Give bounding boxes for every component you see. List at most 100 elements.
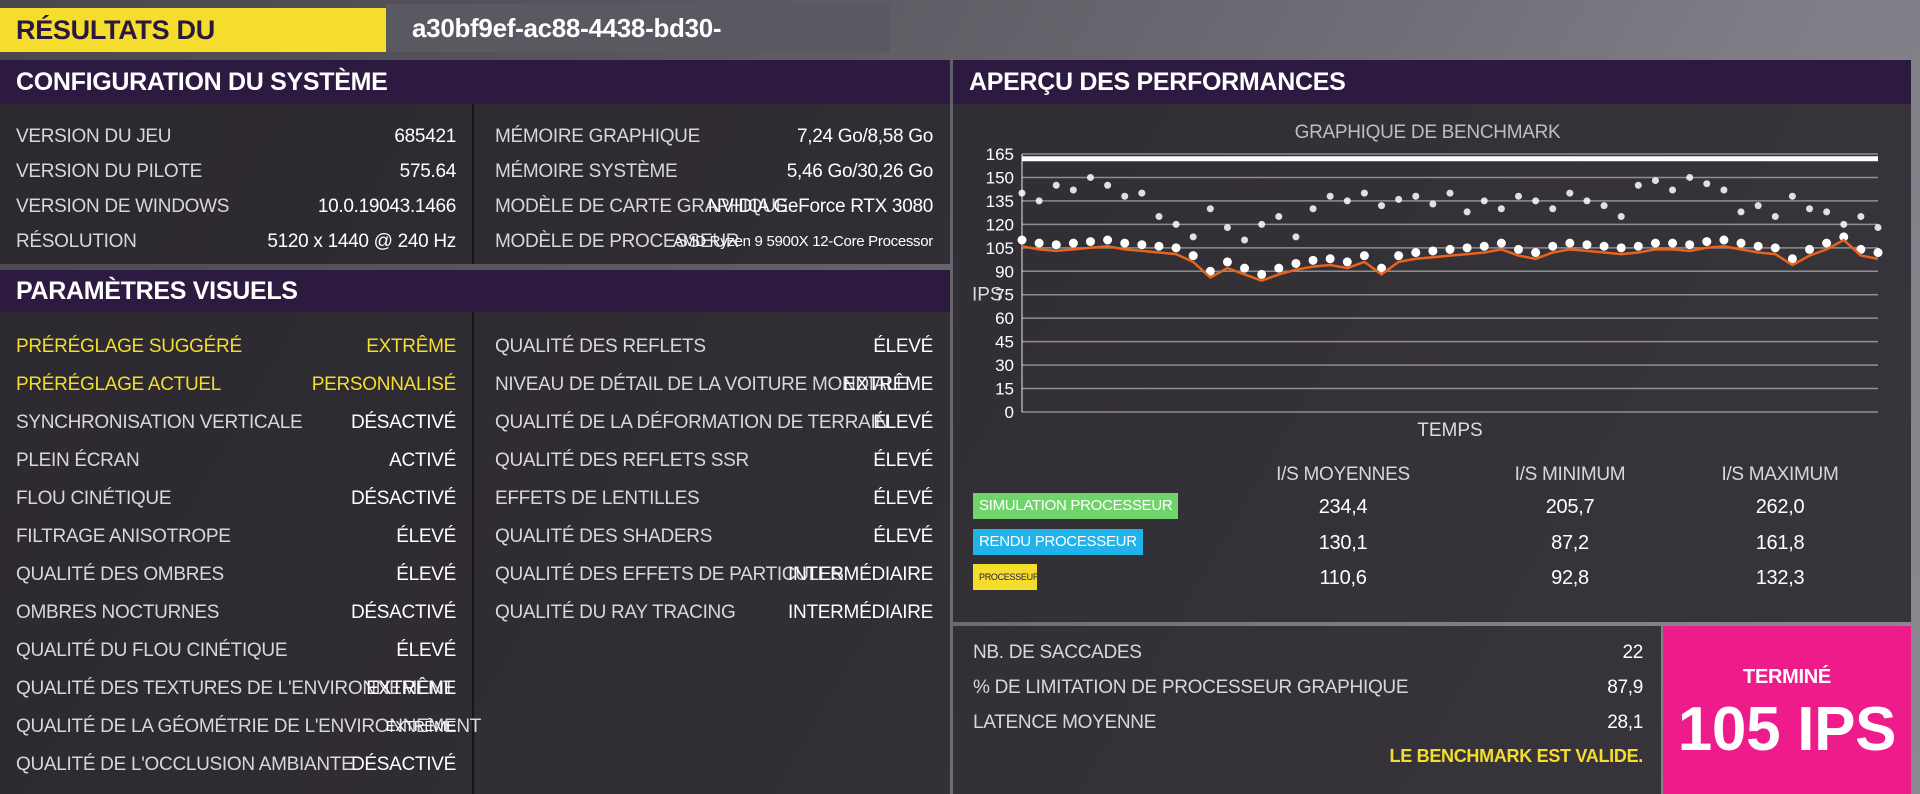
visual-setting-row: QUALITÉ DE LA DÉFORMATION DE TERRAIN ÉLEV… xyxy=(495,408,933,438)
visual-setting-row: EFFETS DE LENTILLES ÉLEVÉ xyxy=(495,484,933,514)
cpu-render-point xyxy=(1155,213,1163,221)
cpu-render-point xyxy=(1788,192,1796,200)
visual-setting-value: ÉLEVÉ xyxy=(873,450,933,471)
summary-label: % DE LIMITATION DE PROCESSEUR GRAPHIQUE xyxy=(973,677,1409,698)
gpu-point xyxy=(1616,243,1626,253)
gpu-point xyxy=(1222,257,1232,267)
system-setting-label: MODÈLE DE PROCESSEUR xyxy=(495,231,740,252)
y-tick-label: 45 xyxy=(995,333,1014,352)
gpu-point xyxy=(1496,238,1506,248)
cpu-render-point xyxy=(1086,173,1094,181)
x-axis-label: TEMPS xyxy=(1417,420,1482,441)
gpu-point xyxy=(1445,244,1455,254)
gpu-point xyxy=(1154,241,1164,251)
visual-setting-value: EXTRÊME xyxy=(843,374,933,395)
gpu-point xyxy=(1274,263,1284,273)
visual-setting-row: NIVEAU DE DÉTAIL DE LA VOITURE MONDIALE E… xyxy=(495,370,933,400)
cpu-render-point xyxy=(1874,223,1882,231)
visual-setting-row: PRÉRÉGLAGE SUGGÉRÉ EXTRÊME xyxy=(16,332,456,362)
visual-setting-value: INTERMÉDIAIRE xyxy=(788,564,933,585)
visual-setting-row: PRÉRÉGLAGE ACTUEL PERSONNALISÉ xyxy=(16,370,456,400)
system-setting-label: MODÈLE DE CARTE GRAPHIQUE xyxy=(495,196,789,217)
cpu-render-point xyxy=(1429,200,1437,208)
gpu-point xyxy=(1856,244,1866,254)
visual-setting-value: ÉLEVÉ xyxy=(396,640,456,661)
result-badge: TERMINÉ 105 IPS xyxy=(1663,626,1911,794)
system-setting-value: AMD Ryzen 9 5900X 12-Core Processor xyxy=(673,233,933,250)
cpu-render-point xyxy=(1360,189,1368,197)
visual-setting-row: PLEIN ÉCRAN ACTIVÉ xyxy=(16,446,456,476)
system-setting-value: 7,24 Go/8,58 Go xyxy=(797,126,933,147)
cpu-render-point xyxy=(1035,197,1043,205)
visual-setting-value: ÉLEVÉ xyxy=(396,526,456,547)
gpu-point xyxy=(1103,235,1113,245)
visual-setting-label: QUALITÉ DES EFFETS DE PARTICULES xyxy=(495,564,844,585)
visual-setting-value: ÉLEVÉ xyxy=(873,488,933,509)
system-setting-row: VERSION DE WINDOWS 10.0.19043.1466 xyxy=(16,192,456,222)
y-tick-label: 0 xyxy=(1005,403,1014,422)
gpu-point xyxy=(1668,238,1678,248)
gpu-point xyxy=(1599,241,1609,251)
cpu-render-point xyxy=(1138,189,1146,197)
gpu-point xyxy=(1085,237,1095,247)
visual-settings-panel xyxy=(0,312,950,794)
gpu-point xyxy=(1308,255,1318,265)
cpu-render-point xyxy=(1566,189,1574,197)
cpu-render-point xyxy=(1514,192,1522,200)
visual-setting-value: ACTIVÉ xyxy=(389,450,456,471)
cpu-render-point xyxy=(1463,208,1471,216)
cpu-render-point xyxy=(1446,189,1454,197)
visual-setting-value: ÉLEVÉ xyxy=(396,564,456,585)
cpu-render-point xyxy=(1378,202,1386,210)
visual-setting-label: QUALITÉ DE LA GÉOMÉTRIE DE L'ENVIRONNEME… xyxy=(16,716,482,737)
visual-setting-value: ÉLEVÉ xyxy=(873,412,933,433)
visual-setting-label: QUALITÉ DES TEXTURES DE L'ENVIRONNEMENT xyxy=(16,678,455,699)
visual-setting-value: DÉSACTIVÉ xyxy=(351,602,456,623)
summary-value: 87,9 xyxy=(1607,677,1643,698)
visual-setting-row: FILTRAGE ANISOTROPE ÉLEVÉ xyxy=(16,522,456,552)
system-config-panel xyxy=(0,104,950,264)
cpu-render-point xyxy=(1326,192,1334,200)
cpu-render-point xyxy=(1840,220,1848,228)
stats-header-avg: I/S MOYENNES xyxy=(1276,464,1410,485)
cpu-render-point xyxy=(1651,177,1659,185)
visual-setting-label: QUALITÉ DES REFLETS SSR xyxy=(495,450,749,471)
gpu-point xyxy=(1719,235,1729,245)
result-label: TERMINÉ xyxy=(1743,666,1831,688)
gpu-point xyxy=(1291,258,1301,268)
visual-setting-label: QUALITÉ DU FLOU CINÉTIQUE xyxy=(16,640,288,661)
visual-setting-row: QUALITÉ DES REFLETS SSR ÉLEVÉ xyxy=(495,446,933,476)
stats-header-max: I/S MAXIMUM xyxy=(1721,464,1839,485)
gpu-point xyxy=(1377,263,1387,273)
run-id: a30bf9ef-ac88-4438-bd30-761b0744b538 xyxy=(386,4,890,91)
stats-row: SIMULATION PROCESSEUR 234,4 205,7 262,0 xyxy=(973,493,1873,521)
y-tick-label: 60 xyxy=(995,309,1014,328)
system-setting-label: VERSION DE WINDOWS xyxy=(16,196,230,217)
system-setting-value: NVIDIA GeForce RTX 3080 xyxy=(707,196,933,217)
summary-value: 28,1 xyxy=(1607,712,1643,733)
gpu-point xyxy=(1342,257,1352,267)
system-setting-row: MODÈLE DE CARTE GRAPHIQUE NVIDIA GeForce … xyxy=(495,192,933,222)
gpu-point xyxy=(1068,238,1078,248)
stats-value: 92,8 xyxy=(1551,567,1589,589)
gpu-point xyxy=(1394,251,1404,261)
cpu-render-point xyxy=(1189,233,1197,241)
visual-setting-label: EFFETS DE LENTILLES xyxy=(495,488,700,509)
summary-row: LATENCE MOYENNE 28,1 xyxy=(973,708,1643,738)
visual-setting-row: QUALITÉ DES SHADERS ÉLEVÉ xyxy=(495,522,933,552)
visual-setting-value: EXTRÊME xyxy=(366,336,456,357)
visual-setting-label: QUALITÉ DES OMBRES xyxy=(16,564,224,585)
cpu-render-point xyxy=(1258,220,1266,228)
gpu-point xyxy=(1822,238,1832,248)
visual-setting-label: FILTRAGE ANISOTROPE xyxy=(16,526,231,547)
visual-setting-row: QUALITÉ DES EFFETS DE PARTICULES INTERMÉD… xyxy=(495,560,933,590)
stats-value: 130,1 xyxy=(1318,532,1368,554)
summary-label: NB. DE SACCADES xyxy=(973,642,1142,663)
cpu-render-point xyxy=(1754,202,1762,210)
cpu-render-point xyxy=(1395,195,1403,203)
cpu-render-point xyxy=(1275,213,1283,221)
gpu-point xyxy=(1633,241,1643,251)
cpu-render-point xyxy=(1737,208,1745,216)
visual-setting-row: QUALITÉ DU RAY TRACING INTERMÉDIAIRE xyxy=(495,598,933,628)
cpu-render-point xyxy=(1292,233,1300,241)
